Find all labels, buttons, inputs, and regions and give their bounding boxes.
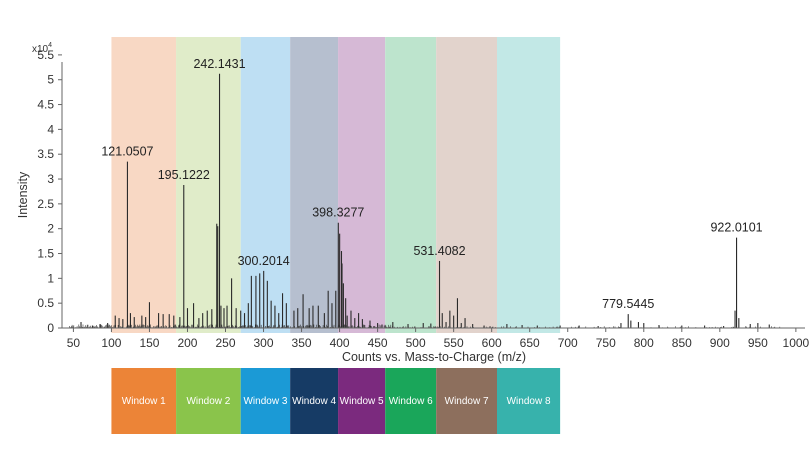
y-exponent-label: x104 xyxy=(32,42,52,55)
axes: 0 0.5 1 1.5 2 2.5 3 3.5 4 4.5 5 5.5 50 100 150 200 250 30… xyxy=(37,48,809,350)
y-tick-label-3-5: 3.5 xyxy=(37,147,54,161)
peak-label-300-2014: 300.2014 xyxy=(238,254,290,268)
x-tick-label-700: 700 xyxy=(558,336,578,350)
window-box-7 xyxy=(436,368,498,434)
window-label-3: Window 3 xyxy=(243,396,287,407)
x-tick-label-50: 50 xyxy=(67,336,81,350)
y-tick-label-2-5: 2.5 xyxy=(37,197,54,211)
window-boxes: Window 1 Window 2 Window 3 Window 4 Window 5… xyxy=(111,368,561,434)
window-label-7: Window 7 xyxy=(445,396,489,407)
window-box-4 xyxy=(290,368,339,434)
x-tick-label-750: 750 xyxy=(596,336,616,350)
x-tick-label-100: 100 xyxy=(101,336,121,350)
x-tick-label-600: 600 xyxy=(482,336,502,350)
x-tick-label-900: 900 xyxy=(710,336,730,350)
y-tick-label-0: 0 xyxy=(47,321,54,335)
window-label-6: Window 6 xyxy=(389,396,433,407)
x-tick-label-400: 400 xyxy=(330,336,350,350)
window-label-2: Window 2 xyxy=(186,396,230,407)
window-box-3 xyxy=(240,368,291,434)
window-label-4: Window 4 xyxy=(292,396,336,407)
x-tick-label-550: 550 xyxy=(444,336,464,350)
window-bands xyxy=(111,37,561,333)
window-band-6 xyxy=(385,37,437,333)
x-tick-label-300: 300 xyxy=(254,336,274,350)
window-band-8 xyxy=(497,37,561,333)
window-band-5 xyxy=(338,37,386,333)
window-box-6 xyxy=(385,368,437,434)
peak-label-922-0101: 922.0101 xyxy=(710,221,762,235)
x-tick-label-800: 800 xyxy=(634,336,654,350)
peak-label-398-3277: 398.3277 xyxy=(312,206,364,220)
peak-label-779-5445: 779.5445 xyxy=(602,297,654,311)
window-box-2 xyxy=(176,368,241,434)
window-band-3 xyxy=(240,37,291,333)
window-band-4 xyxy=(290,37,339,333)
x-tick-label-500: 500 xyxy=(406,336,426,350)
x-tick-label-150: 150 xyxy=(139,336,159,350)
x-tick-label-450: 450 xyxy=(368,336,388,350)
y-tick-label-5-5: 5.5 xyxy=(37,48,54,62)
x-tick-label-1000: 1000 xyxy=(783,336,810,350)
peak-label-531-4082: 531.4082 xyxy=(413,244,465,258)
window-box-1 xyxy=(111,368,177,434)
y-tick-label-3: 3 xyxy=(47,172,54,186)
window-label-8: Window 8 xyxy=(507,396,551,407)
x-tick-label-350: 350 xyxy=(292,336,312,350)
window-box-8 xyxy=(497,368,561,434)
x-axis-title: Counts vs. Mass-to-Charge (m/z) xyxy=(342,350,526,364)
peak-annotations: 121.0507 195.1222 242.1431 300.2014 398.3277… xyxy=(101,57,762,311)
peak-label-195-1222: 195.1222 xyxy=(158,168,210,182)
y-axis-title: Intensity xyxy=(16,171,30,218)
peak-label-121-0507: 121.0507 xyxy=(101,145,153,159)
x-tick-label-250: 250 xyxy=(215,336,235,350)
window-box-5 xyxy=(338,368,386,434)
peak-label-242-1431: 242.1431 xyxy=(193,57,245,71)
y-tick-label-0-5: 0.5 xyxy=(37,296,54,310)
window-band-7 xyxy=(436,37,498,333)
x-tick-label-950: 950 xyxy=(748,336,768,350)
y-tick-label-4: 4 xyxy=(47,122,54,136)
y-tick-label-2: 2 xyxy=(47,222,54,236)
window-band-2 xyxy=(176,37,241,333)
y-tick-label-5: 5 xyxy=(47,73,54,87)
y-tick-label-1: 1 xyxy=(47,271,54,285)
window-label-1: Window 1 xyxy=(122,396,166,407)
x-tick-label-650: 650 xyxy=(520,336,540,350)
spectrum-peaks xyxy=(69,73,796,328)
window-band-1 xyxy=(111,37,177,333)
x-tick-label-850: 850 xyxy=(672,336,692,350)
x-tick-label-200: 200 xyxy=(177,336,197,350)
window-label-5: Window 5 xyxy=(340,396,384,407)
y-tick-label-4-5: 4.5 xyxy=(37,98,54,112)
y-tick-label-1-5: 1.5 xyxy=(37,247,54,261)
